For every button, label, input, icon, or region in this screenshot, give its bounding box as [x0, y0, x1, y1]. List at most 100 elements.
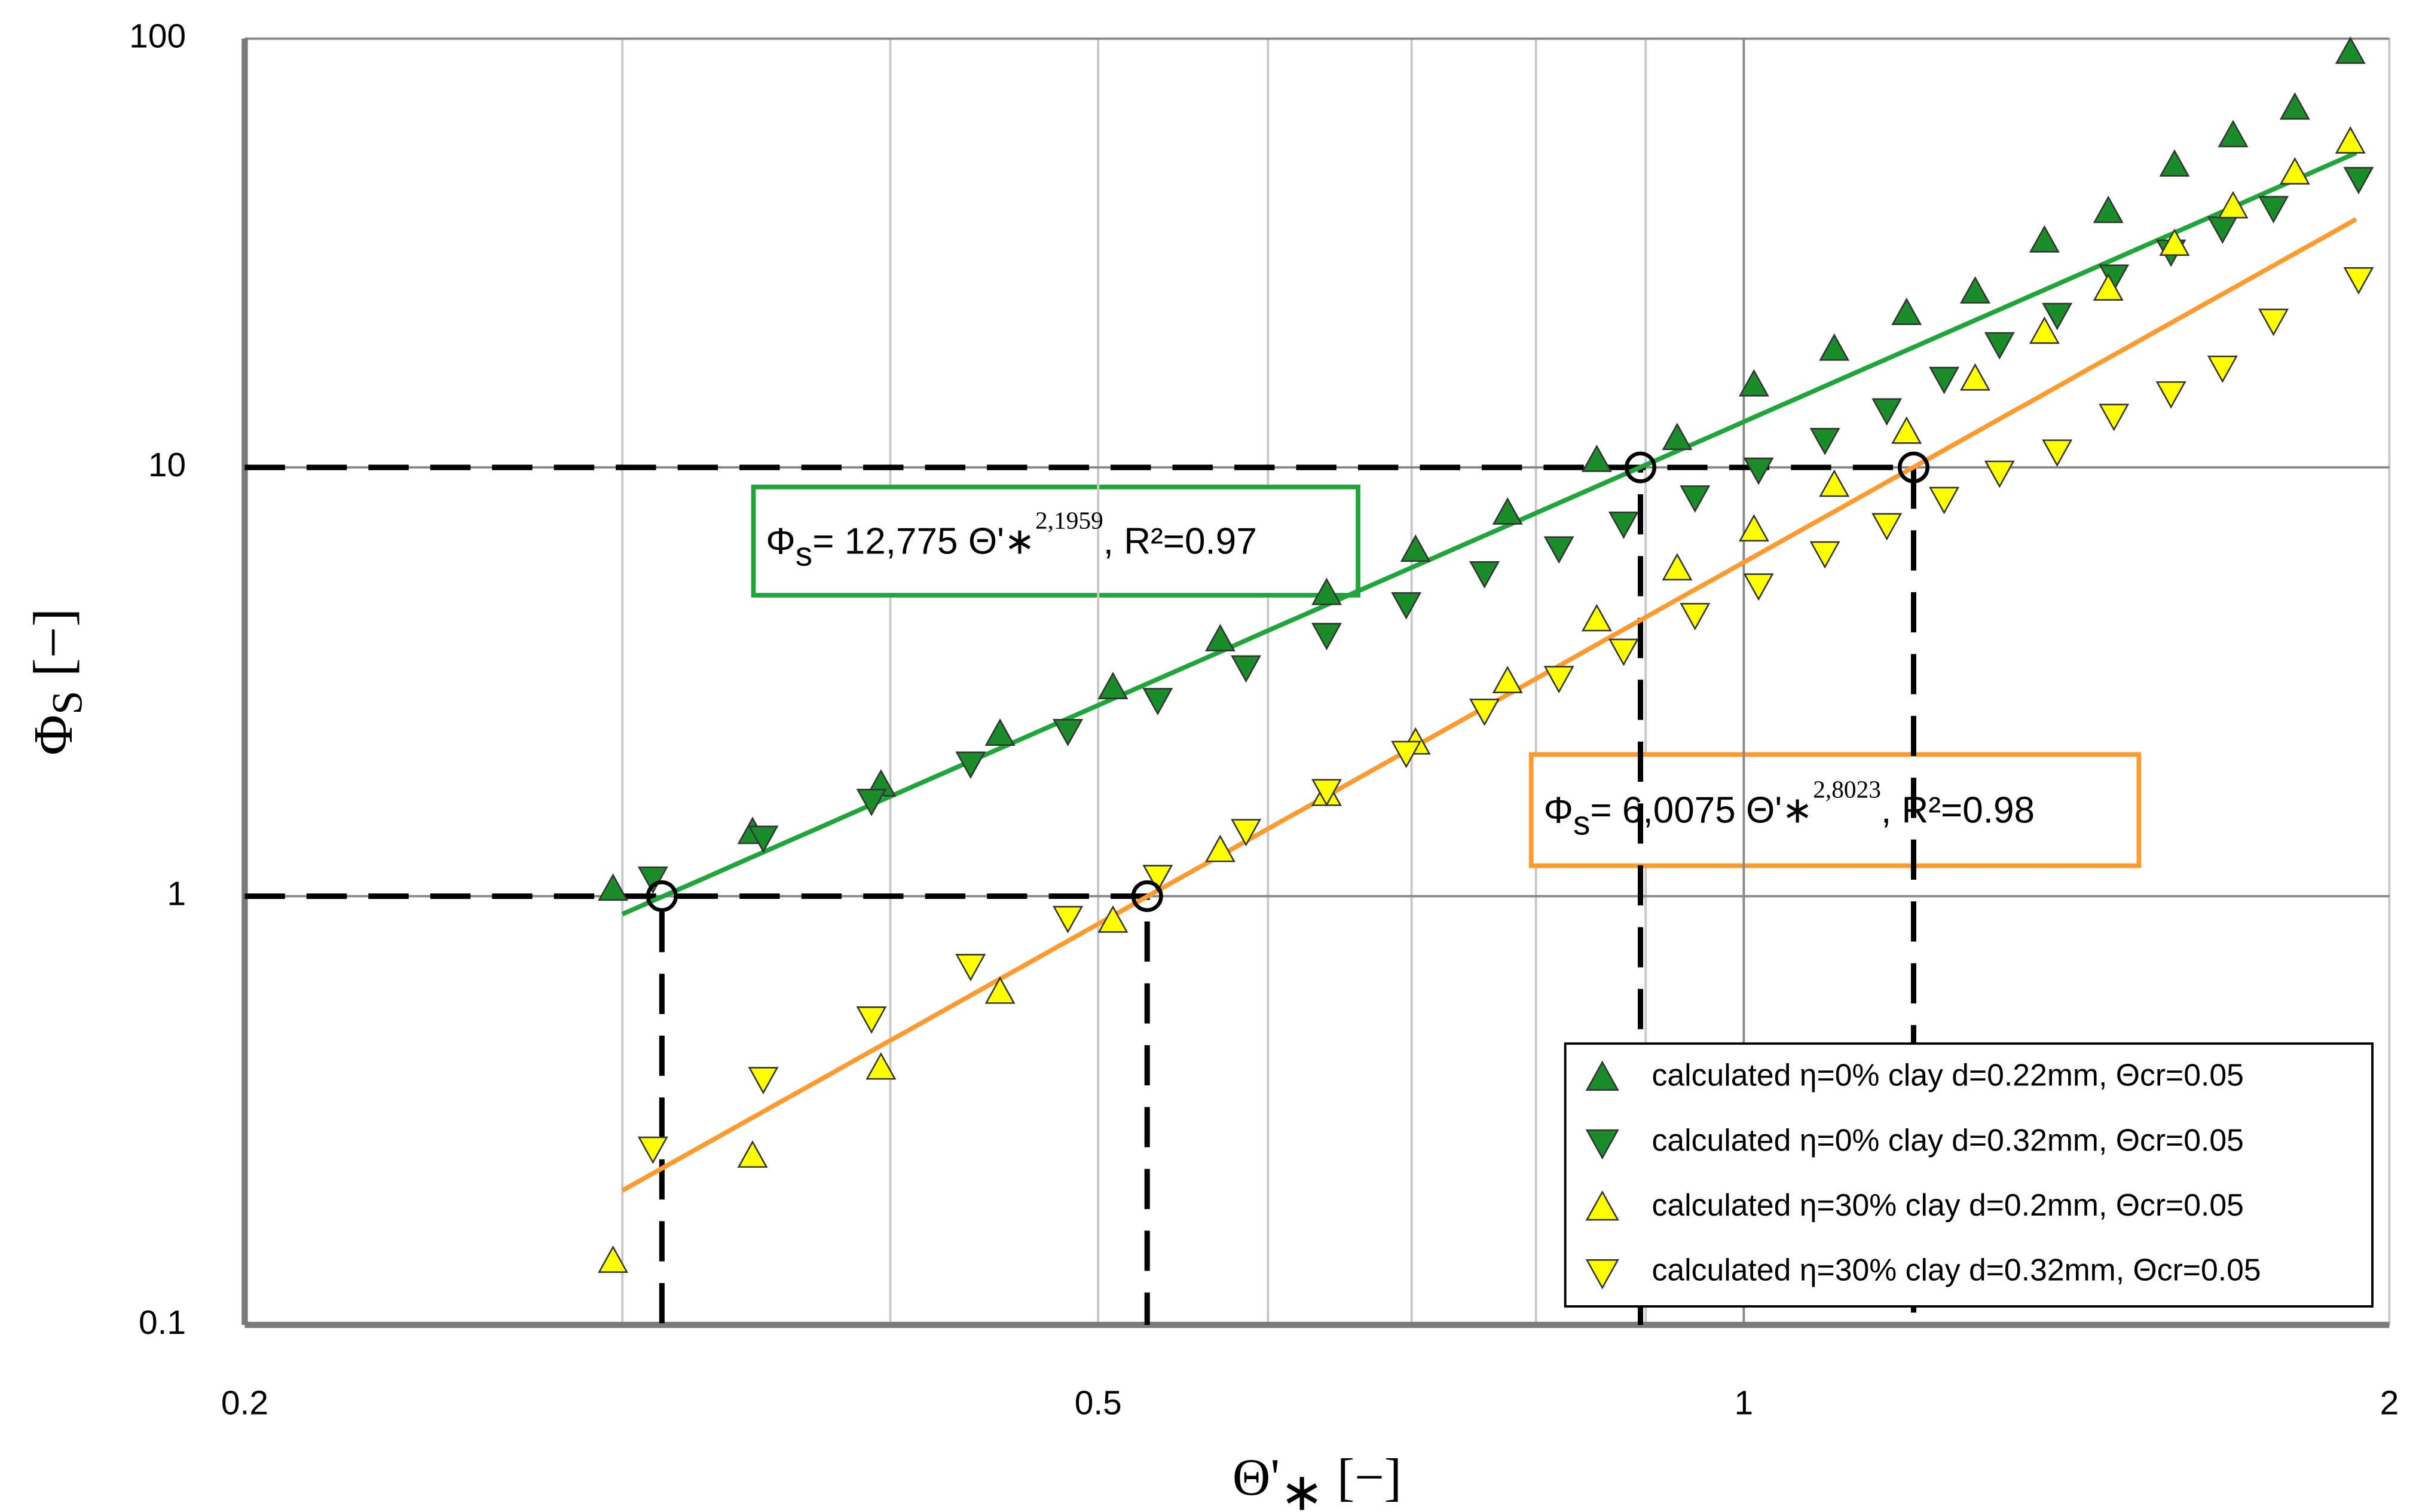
fit-label-part: s — [1573, 804, 1590, 842]
fit-label-part: = 12,775 Θ'∗ — [812, 521, 1035, 562]
reference-point — [1131, 880, 1163, 913]
data-point — [1959, 276, 1990, 304]
data-point — [1142, 865, 1173, 892]
data-point — [2343, 167, 2374, 195]
data-point — [2207, 216, 2238, 244]
data-point — [2258, 308, 2289, 336]
data-point — [856, 788, 887, 816]
data-point — [984, 976, 1016, 1004]
x-tick-label: 0.2 — [221, 1384, 268, 1422]
legend-box — [1564, 1042, 2374, 1308]
data-point — [2335, 36, 2366, 64]
data-point — [1311, 623, 1342, 651]
x-tick-label: 0.5 — [1075, 1384, 1122, 1422]
data-point — [2093, 273, 2124, 301]
fit-label-part: s — [796, 535, 812, 573]
data-point — [955, 751, 986, 779]
data-point — [2258, 195, 2289, 224]
data-point — [737, 1140, 768, 1168]
reference-point — [1897, 451, 1929, 483]
fit-label-part: 2,1959 — [1035, 506, 1103, 534]
data-point — [2343, 267, 2374, 295]
data-point — [598, 873, 629, 901]
data-point — [856, 1006, 887, 1034]
data-point — [1809, 541, 1840, 569]
data-point — [1680, 485, 1711, 513]
data-point — [2218, 120, 2249, 148]
data-point — [1400, 534, 1431, 562]
y-axis-label-part: Φ — [23, 715, 84, 755]
reference-line — [244, 464, 1917, 1325]
data-point — [1204, 624, 1235, 651]
data-point — [1891, 416, 1922, 444]
fit-label-box — [1528, 752, 2142, 868]
data-point — [1581, 604, 1612, 632]
legend-label: calculated η=30% clay d=0.2mm, Θcr=0.05 — [1652, 1187, 2244, 1222]
data-point — [1204, 834, 1235, 862]
legend-marker — [1585, 1129, 1619, 1160]
data-point — [2279, 92, 2310, 120]
y-axis-label: ΦS [−] — [23, 608, 91, 755]
data-point — [1680, 602, 1711, 630]
data-point — [2335, 126, 2366, 154]
data-point — [2155, 381, 2186, 409]
data-point — [1929, 486, 1960, 515]
x-axis-label-part: Θ' — [1233, 1449, 1280, 1507]
fit-label-part: Φ — [1543, 790, 1573, 831]
data-point — [1581, 444, 1612, 472]
data-point — [2159, 149, 2190, 177]
data-point — [598, 1245, 629, 1273]
reference-point — [1625, 451, 1657, 483]
fit-label-part: 2,8023 — [1813, 775, 1881, 803]
y-tick-label: 1 — [167, 875, 186, 913]
data-point — [2279, 157, 2310, 185]
data-point — [1311, 577, 1342, 605]
data-point — [1469, 561, 1500, 589]
data-point — [1984, 332, 2015, 360]
data-point — [2029, 316, 2060, 344]
fit-label-part: Φ — [766, 521, 796, 562]
legend-label: calculated η=0% clay d=0.32mm, Θcr=0.05 — [1652, 1122, 2244, 1157]
reference-line — [244, 893, 665, 1325]
data-point — [748, 1067, 779, 1095]
data-point — [1142, 688, 1173, 715]
x-axis-label-part: ∗ — [1280, 1464, 1324, 1512]
x-axis-label-part: [−] — [1324, 1449, 1402, 1507]
data-point — [637, 1136, 668, 1164]
data-point — [1231, 655, 1262, 683]
data-point — [1543, 666, 1574, 694]
legend-marker — [1585, 1060, 1619, 1091]
data-point — [2029, 225, 2060, 253]
data-point — [1608, 638, 1639, 666]
data-point — [1053, 905, 1084, 933]
y-axis-label-part: S — [42, 691, 91, 715]
data-point — [1819, 469, 1850, 497]
data-point — [1743, 573, 1774, 601]
x-tick-label: 2 — [2380, 1384, 2399, 1422]
y-tick-label: 100 — [129, 17, 186, 56]
fit-label-part: = 6,0075 Θ'∗ — [1590, 790, 1813, 831]
y-tick-label: 10 — [148, 446, 186, 484]
reference-line — [244, 893, 1150, 1325]
data-point — [2099, 403, 2130, 431]
data-point — [1984, 460, 2015, 488]
fit-label-part: , R²=0.97 — [1103, 521, 1257, 562]
legend-marker — [1585, 1190, 1619, 1221]
fit-label: Φs= 6,0075 Θ'∗2,8023, R²=0.98 — [1543, 775, 2035, 842]
data-point — [1097, 672, 1128, 699]
fit-label: Φs= 12,775 Θ'∗2,1959, R²=0.97 — [766, 506, 1257, 573]
data-point — [2218, 191, 2249, 219]
data-point — [1738, 514, 1769, 542]
data-point — [1959, 363, 1990, 391]
fit-label-part: , R²=0.98 — [1881, 790, 2035, 831]
data-point — [1662, 423, 1693, 451]
data-point — [1743, 457, 1774, 485]
data-point — [1492, 497, 1523, 525]
data-point — [1662, 553, 1693, 581]
data-point — [955, 954, 986, 982]
data-point — [1231, 819, 1262, 847]
data-point — [637, 866, 668, 894]
data-point — [1311, 779, 1342, 807]
x-tick-label: 1 — [1735, 1384, 1754, 1422]
